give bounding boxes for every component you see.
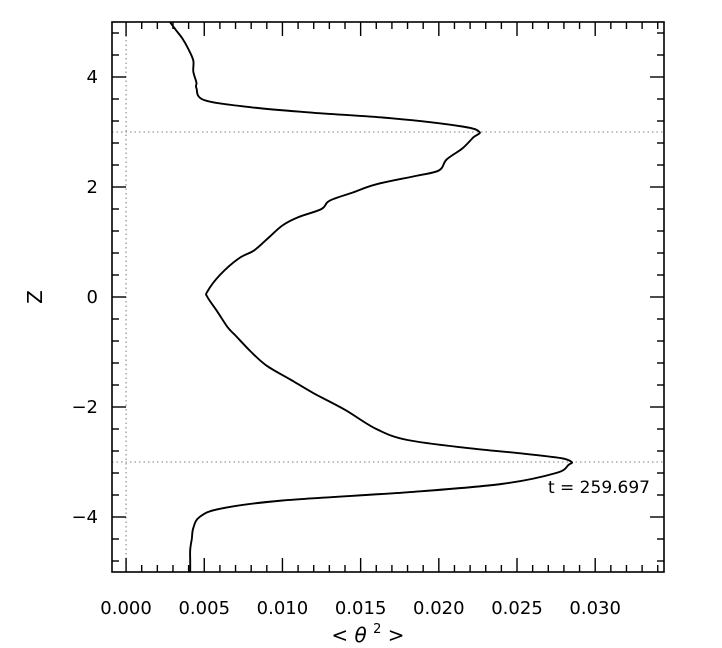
- x-axis-label-symbol: θ: [355, 623, 367, 647]
- time-annotation: t = 259.697: [548, 478, 650, 498]
- series-line: [169, 21, 574, 572]
- x-axis-label-sup: 2: [373, 622, 381, 637]
- axis-ticks: [112, 22, 664, 572]
- y-tick-label: 0: [87, 287, 98, 308]
- x-tick-label: 0.030: [569, 598, 621, 619]
- x-tick-label: 0.015: [335, 598, 387, 619]
- x-tick-label: 0.000: [100, 598, 152, 619]
- y-axis-label: Z: [23, 290, 47, 304]
- x-tick-label: 0.020: [413, 598, 465, 619]
- y-tick-label: −4: [71, 507, 98, 528]
- y-tick-label: 4: [87, 67, 98, 88]
- x-axis-label: < θ 2 >: [331, 614, 404, 647]
- x-tick-label: 0.005: [178, 598, 230, 619]
- y-tick-label: 2: [87, 177, 98, 198]
- y-tick-label: −2: [71, 397, 98, 418]
- x-axis-label-close: >: [388, 623, 405, 647]
- x-tick-label: 0.025: [491, 598, 543, 619]
- tick-labels: 0.000 0.005 0.010 0.015 0.020 0.025 0.030 −4 −2 0…: [71, 67, 621, 619]
- x-axis-label-open: <: [331, 623, 348, 647]
- x-tick-label: 0.010: [257, 598, 309, 619]
